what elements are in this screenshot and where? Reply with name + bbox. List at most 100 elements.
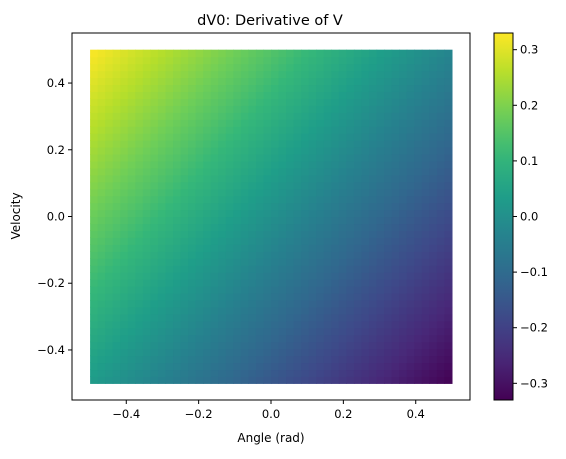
heatmap-cell <box>308 299 317 308</box>
heatmap-cell <box>346 237 355 245</box>
heatmap-cell <box>331 272 340 280</box>
heatmap-cell <box>233 327 242 336</box>
heatmap-cell <box>218 188 227 197</box>
heatmap-cell <box>97 348 106 357</box>
heatmap-cell <box>278 105 287 113</box>
heatmap-cell <box>323 313 332 322</box>
heatmap-cell <box>376 112 385 120</box>
heatmap-cell <box>188 237 197 245</box>
heatmap-cell <box>263 299 272 308</box>
heatmap-cell <box>150 299 159 308</box>
heatmap-cell <box>346 334 355 343</box>
heatmap-cell <box>240 369 249 377</box>
heatmap-cell <box>120 98 129 106</box>
heatmap-cell <box>353 209 363 218</box>
heatmap-cell <box>353 77 363 86</box>
heatmap-cell <box>225 105 234 113</box>
heatmap-cell <box>278 56 287 65</box>
heatmap-cell <box>271 181 280 190</box>
heatmap-cell <box>346 195 355 204</box>
heatmap-cell <box>120 119 129 127</box>
heatmap-cell <box>316 320 325 329</box>
heatmap-cell <box>391 362 400 371</box>
heatmap-cell <box>353 265 363 273</box>
heatmap-cell <box>90 355 99 364</box>
heatmap-cell <box>173 348 182 357</box>
heatmap-cell <box>127 91 136 99</box>
heatmap-cell <box>421 63 430 72</box>
heatmap-cell <box>105 334 114 343</box>
heatmap-cell <box>406 77 415 86</box>
x-tick-label: −0.2 <box>185 407 213 421</box>
heatmap-cell <box>308 223 317 231</box>
heatmap-cell <box>316 98 325 106</box>
heatmap-cell <box>135 49 144 58</box>
heatmap-cell <box>263 105 272 113</box>
heatmap-cell <box>436 105 445 113</box>
heatmap-cell <box>97 376 106 384</box>
heatmap-cell <box>323 181 332 190</box>
heatmap-cell <box>210 334 219 343</box>
heatmap-cell <box>399 216 408 225</box>
heatmap-cell <box>421 355 430 364</box>
heatmap-cell <box>429 174 438 183</box>
heatmap-cell <box>105 362 114 371</box>
heatmap-cell <box>127 341 136 350</box>
heatmap-cell <box>391 320 400 329</box>
heatmap-cell <box>135 279 144 287</box>
heatmap-cell <box>90 167 99 176</box>
heatmap-cell <box>142 140 151 148</box>
heatmap-cell <box>150 146 159 155</box>
heatmap-cell <box>384 77 393 86</box>
heatmap-cell <box>346 77 355 86</box>
heatmap-cell <box>414 133 423 141</box>
heatmap-cell <box>240 153 249 162</box>
heatmap-cell <box>271 84 280 92</box>
heatmap-cell <box>308 272 317 280</box>
heatmap-cell <box>165 376 174 384</box>
heatmap-cell <box>399 320 408 329</box>
heatmap-cell <box>293 98 302 106</box>
heatmap-cell <box>444 153 453 162</box>
heatmap-cell <box>391 313 400 322</box>
heatmap-cell <box>150 258 159 266</box>
heatmap-cell <box>429 320 438 329</box>
heatmap-cell <box>286 126 295 134</box>
heatmap-cell <box>180 272 189 280</box>
heatmap-cell <box>195 167 204 176</box>
heatmap-cell <box>323 355 332 364</box>
heatmap-cell <box>112 84 121 92</box>
heatmap-cell <box>278 133 287 141</box>
heatmap-cell <box>195 348 204 357</box>
heatmap-cell <box>391 292 400 301</box>
heatmap-cell <box>271 244 280 252</box>
heatmap-cell <box>414 119 423 127</box>
heatmap-cell <box>105 369 114 377</box>
heatmap-cell <box>346 376 355 384</box>
heatmap-cell <box>271 63 280 72</box>
heatmap-cell <box>233 334 242 343</box>
heatmap-cell <box>436 244 445 252</box>
heatmap-cell <box>444 216 453 225</box>
heatmap-cell <box>308 369 317 377</box>
heatmap-cell <box>188 327 197 336</box>
heatmap-cell <box>353 126 363 134</box>
heatmap-cell <box>286 91 295 99</box>
heatmap-cell <box>112 244 121 252</box>
heatmap-cell <box>127 105 136 113</box>
heatmap-cell <box>323 334 332 343</box>
heatmap-cell <box>240 209 249 218</box>
heatmap-cell <box>173 223 182 231</box>
heatmap-cell <box>195 133 204 141</box>
heatmap-cell <box>316 313 325 322</box>
heatmap-cell <box>233 341 242 350</box>
heatmap-cell <box>316 112 325 120</box>
heatmap-cell <box>180 195 189 204</box>
heatmap-cell <box>150 334 159 343</box>
heatmap-cell <box>361 77 370 86</box>
heatmap-cell <box>323 188 332 197</box>
heatmap-cell <box>173 63 182 72</box>
heatmap-cell <box>203 279 212 287</box>
heatmap-cell <box>414 306 423 315</box>
heatmap-cell <box>308 202 317 211</box>
